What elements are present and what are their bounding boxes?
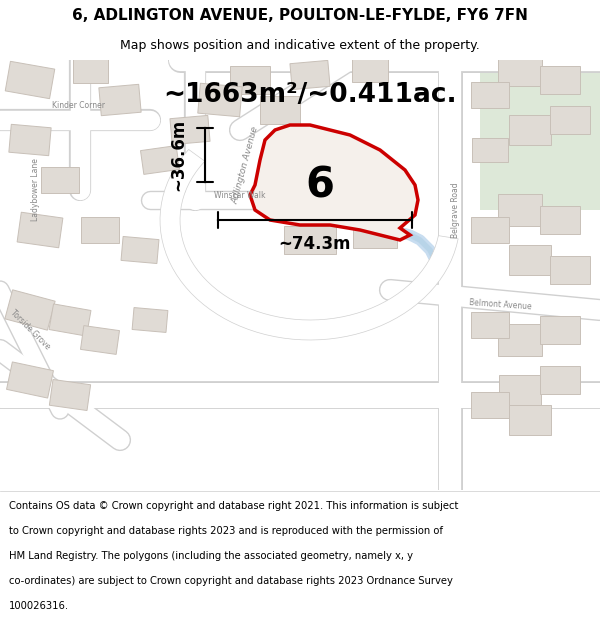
Text: Torside Grove: Torside Grove <box>8 308 52 352</box>
Bar <box>73 58 107 82</box>
Bar <box>5 61 55 99</box>
Bar <box>540 366 580 394</box>
Bar <box>290 61 330 89</box>
Bar <box>471 312 509 338</box>
Text: Winscar Walk: Winscar Walk <box>214 191 266 199</box>
Bar <box>499 375 541 405</box>
Bar <box>540 206 580 234</box>
Text: ~1663m²/~0.411ac.: ~1663m²/~0.411ac. <box>163 82 457 108</box>
Bar <box>509 115 551 145</box>
Bar <box>509 405 551 435</box>
Bar <box>509 245 551 275</box>
Bar <box>550 106 590 134</box>
Text: co-ordinates) are subject to Crown copyright and database rights 2023 Ordnance S: co-ordinates) are subject to Crown copyr… <box>9 576 453 586</box>
Bar <box>5 290 55 330</box>
Bar <box>49 304 91 336</box>
Text: 100026316.: 100026316. <box>9 601 69 611</box>
Bar <box>540 66 580 94</box>
Bar <box>353 222 397 248</box>
Text: Adlington Avenue: Adlington Avenue <box>230 125 260 205</box>
Bar <box>471 82 509 108</box>
Text: 6: 6 <box>305 164 335 206</box>
Bar <box>284 226 336 254</box>
Polygon shape <box>250 125 418 240</box>
Bar <box>550 256 590 284</box>
Text: Ladybower Lane: Ladybower Lane <box>31 159 40 221</box>
Text: 6, ADLINGTON AVENUE, POULTON-LE-FYLDE, FY6 7FN: 6, ADLINGTON AVENUE, POULTON-LE-FYLDE, F… <box>72 8 528 22</box>
Bar <box>472 138 508 162</box>
Bar <box>471 392 509 418</box>
Polygon shape <box>480 60 600 210</box>
Bar <box>498 194 542 226</box>
Text: Belmont Avenue: Belmont Avenue <box>469 298 532 312</box>
Bar <box>81 217 119 243</box>
Bar <box>17 213 63 248</box>
Text: Kinder Corner: Kinder Corner <box>52 101 104 109</box>
Bar <box>540 316 580 344</box>
Bar <box>471 217 509 243</box>
Bar <box>140 146 179 174</box>
Text: to Crown copyright and database rights 2023 and is reproduced with the permissio: to Crown copyright and database rights 2… <box>9 526 443 536</box>
Bar <box>41 167 79 193</box>
Bar <box>198 83 242 117</box>
Text: HM Land Registry. The polygons (including the associated geometry, namely x, y: HM Land Registry. The polygons (includin… <box>9 551 413 561</box>
Text: ~36.6m: ~36.6m <box>169 119 187 191</box>
Bar <box>49 379 91 411</box>
Bar <box>80 326 119 354</box>
Bar <box>99 84 141 116</box>
Bar <box>170 116 210 144</box>
Text: Belgrave Road: Belgrave Road <box>451 182 460 238</box>
Bar <box>352 58 388 82</box>
Bar <box>9 124 51 156</box>
Text: Contains OS data © Crown copyright and database right 2021. This information is : Contains OS data © Crown copyright and d… <box>9 501 458 511</box>
Bar <box>498 324 542 356</box>
Text: ~74.3m: ~74.3m <box>279 235 351 253</box>
Bar <box>285 185 335 215</box>
Bar <box>260 96 300 124</box>
Bar <box>7 362 53 398</box>
Bar <box>353 181 398 209</box>
Polygon shape <box>160 149 458 340</box>
Bar <box>230 66 270 94</box>
Bar <box>121 236 159 264</box>
Bar <box>498 54 542 86</box>
Bar <box>132 308 168 332</box>
Text: Map shows position and indicative extent of the property.: Map shows position and indicative extent… <box>120 39 480 51</box>
